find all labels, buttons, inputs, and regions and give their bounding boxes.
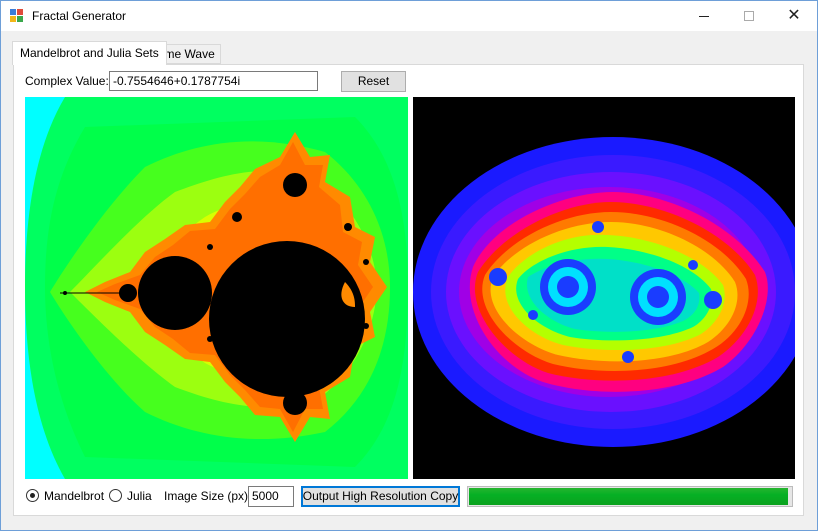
image-size-label: Image Size (px):	[164, 489, 252, 503]
julia-canvas	[413, 97, 795, 479]
output-high-res-button[interactable]: Output High Resolution Copy	[301, 486, 460, 507]
complex-value-label: Complex Value:	[25, 74, 109, 88]
julia-radio[interactable]	[109, 489, 122, 502]
julia-image[interactable]	[413, 97, 795, 479]
mandelbrot-image[interactable]	[25, 97, 408, 479]
maximize-button[interactable]	[726, 1, 772, 31]
reset-button[interactable]: Reset	[341, 71, 406, 92]
close-icon: ✕	[787, 7, 801, 24]
complex-value-input[interactable]: -0.7554646+0.1787754i	[109, 71, 318, 91]
close-button[interactable]: ✕	[771, 1, 817, 31]
radio-selected-dot	[30, 493, 35, 498]
mandelbrot-radio-label[interactable]: Mandelbrot	[44, 489, 105, 503]
julia-radio-label[interactable]: Julia	[127, 489, 152, 503]
title-bar[interactable]: Fractal Generator ✕	[1, 1, 817, 31]
minimize-button[interactable]	[681, 1, 727, 31]
maximize-icon	[744, 11, 754, 21]
window-title: Fractal Generator	[32, 9, 127, 23]
mandelbrot-canvas	[25, 97, 408, 479]
progress-fill	[469, 488, 788, 505]
image-size-input[interactable]: 5000	[248, 486, 294, 507]
app-icon	[10, 9, 24, 23]
mandelbrot-radio[interactable]	[26, 489, 39, 502]
tab-mandelbrot-julia[interactable]: Mandelbrot and Julia Sets	[12, 41, 167, 65]
progress-bar	[467, 486, 793, 507]
minimize-icon	[699, 15, 709, 17]
